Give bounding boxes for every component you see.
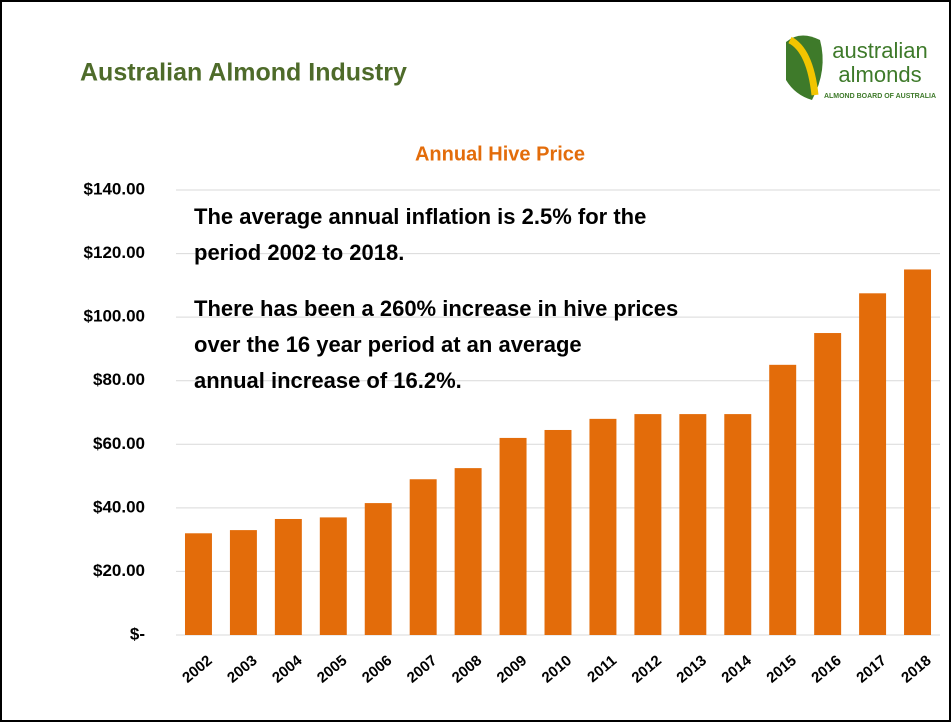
annotation: period 2002 to 2018. (194, 240, 404, 265)
bar (769, 364, 797, 635)
logo-text: almonds (838, 62, 921, 87)
bar (274, 518, 302, 635)
chart-title: Annual Hive Price (415, 143, 585, 165)
y-tick-label: $120.00 (84, 243, 145, 262)
annotation: annual increase of 16.2%. (194, 368, 462, 393)
y-tick-label: $100.00 (84, 307, 145, 326)
bar (544, 429, 572, 635)
bar (409, 479, 437, 635)
y-tick-label: $- (130, 624, 145, 643)
y-tick-label: $140.00 (84, 179, 145, 198)
bar (499, 437, 527, 635)
bar (859, 293, 887, 635)
logo-subtext: ALMOND BOARD OF AUSTRALIA (824, 93, 936, 100)
bar (229, 530, 257, 635)
annotation: The average annual inflation is 2.5% for… (194, 204, 646, 229)
bar (724, 414, 752, 635)
annotation: over the 16 year period at an average (194, 332, 582, 357)
annotation: There has been a 260% increase in hive p… (194, 296, 678, 321)
bar (634, 414, 662, 635)
y-tick-label: $60.00 (93, 434, 145, 453)
y-tick-label: $40.00 (93, 497, 145, 516)
logo-stroke (788, 36, 819, 96)
bar (184, 533, 212, 635)
logo: australian almonds ALMOND BOARD OF AUSTR… (786, 35, 936, 100)
bar (814, 333, 842, 635)
bar (589, 418, 617, 635)
bar (319, 517, 347, 635)
y-tick-label: $20.00 (93, 561, 145, 580)
y-tick-label: $80.00 (93, 370, 145, 389)
bar (679, 414, 707, 635)
slide-title: Australian Almond Industry (80, 59, 407, 87)
bar (364, 503, 392, 635)
logo-text: australian (832, 38, 927, 63)
bar (904, 269, 932, 635)
bar (454, 468, 482, 635)
